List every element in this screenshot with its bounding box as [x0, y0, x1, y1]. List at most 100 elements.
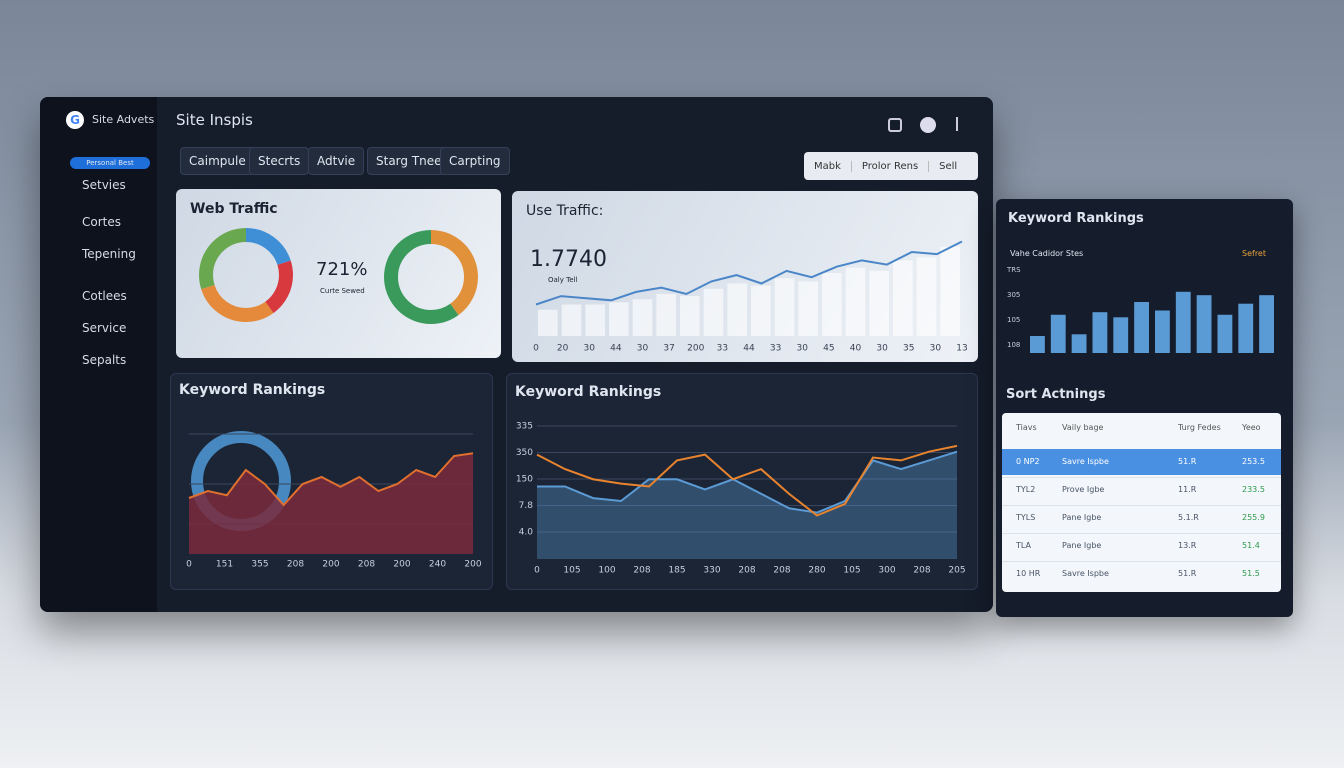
x-tick-label: 280 — [808, 566, 825, 576]
x-tick-label: 200 — [687, 344, 704, 354]
bar-chart: TRS 305 105 108 — [1006, 266, 1274, 353]
tab[interactable]: Stecrts — [249, 147, 310, 175]
table-cell: TYL2 — [1016, 485, 1036, 494]
bell-icon[interactable] — [888, 118, 902, 132]
x-tick-label: 0 — [533, 344, 539, 354]
column-header: Tiavs — [1016, 423, 1037, 432]
bar — [1238, 303, 1254, 353]
traffic-chart: 0 20 30 44 30 37 200 33 44 33 30 45 40 30 35 30 13 — [533, 240, 968, 354]
table-cell: 13.R — [1178, 541, 1197, 550]
column-header: Yeeo — [1242, 423, 1261, 432]
bar — [845, 267, 866, 336]
nav-item[interactable]: Tepening — [82, 247, 136, 261]
area-line — [188, 452, 474, 507]
table-row[interactable] — [1002, 561, 1281, 587]
bar — [609, 302, 629, 336]
bar — [1196, 295, 1212, 353]
toolbar: Mabk Prolor Rens Sell — [804, 152, 978, 180]
nav-item[interactable]: Setvies — [82, 178, 126, 192]
tab[interactable]: Carpting — [440, 147, 510, 175]
side-panel: Keyword Rankings Vahe Cadidor Stes Sefre… — [996, 199, 1293, 617]
bar — [774, 278, 795, 336]
table-cell: 253.5 — [1242, 457, 1265, 466]
keyword-mid-card: Keyword Rankings 335 350 150 7.8 4.0 0 105 100 2… — [506, 373, 978, 590]
profile-icon[interactable] — [920, 117, 936, 133]
page-title: Site Inspis — [176, 111, 253, 129]
bar — [893, 260, 913, 336]
table-cell: 233.5 — [1242, 485, 1265, 494]
table-cell: Prove Igbe — [1062, 485, 1105, 494]
x-tick-label: 33 — [717, 344, 728, 354]
x-tick-label: 200 — [322, 560, 339, 570]
table-cell: 51.5 — [1242, 569, 1260, 578]
x-tick-label: 33 — [770, 344, 781, 354]
table-row[interactable] — [1002, 533, 1281, 559]
column-header: Turg Fedes — [1178, 423, 1221, 432]
toolbar-button[interactable]: Prolor Rens — [852, 160, 930, 172]
card-title: Sort Actnings — [1006, 387, 1106, 402]
brand[interactable]: Site Advets — [92, 113, 155, 126]
table-row[interactable] — [1002, 477, 1281, 503]
x-tick-label: 35 — [903, 344, 914, 354]
bar — [1134, 302, 1149, 353]
x-tick-label: 208 — [913, 566, 930, 576]
toolbar-button[interactable]: Sell — [939, 160, 958, 172]
x-tick-label: 205 — [948, 566, 965, 576]
ranking-chart: 0 151 355 208 200 208 200 240 200 — [186, 431, 482, 570]
tab[interactable]: Caimpule — [180, 147, 255, 175]
x-tick-label: 30 — [876, 344, 888, 354]
x-tick-label: 200 — [464, 560, 481, 570]
y-tick-label: TRS — [1006, 266, 1021, 274]
tab[interactable]: Starg Tnee — [367, 147, 451, 175]
nav-item[interactable]: Sepalts — [82, 353, 127, 367]
table-cell: 51.R — [1178, 457, 1197, 466]
table-cell: Savre Ispbe — [1062, 569, 1109, 578]
bar — [1071, 334, 1087, 353]
bar — [1030, 336, 1045, 353]
bar — [1259, 295, 1274, 353]
bar — [822, 273, 842, 336]
bar — [1050, 314, 1066, 353]
x-tick-label: 208 — [633, 566, 650, 576]
x-tick-label: 208 — [358, 560, 375, 570]
bar — [1113, 317, 1129, 353]
bar — [940, 246, 960, 336]
y-tick-label: 305 — [1007, 291, 1020, 299]
x-tick-label: 105 — [843, 566, 860, 576]
trend-line — [535, 240, 963, 306]
share-icon[interactable] — [956, 117, 968, 131]
x-tick-label: 0 — [534, 566, 540, 576]
toolbar-button[interactable]: Mabk — [804, 160, 852, 172]
legend: Curte Sewed — [320, 287, 365, 295]
bar — [798, 281, 818, 336]
tab[interactable]: Adtvie — [308, 147, 365, 175]
table-cell: Savre Ispbe — [1062, 457, 1109, 466]
series-line — [537, 450, 958, 514]
table-cell: TYLS — [1016, 513, 1036, 522]
x-tick-label: 40 — [850, 344, 862, 354]
nav-item[interactable]: Service — [82, 321, 127, 335]
table-row[interactable] — [1002, 449, 1281, 475]
legend: Oaly Tell — [548, 276, 578, 284]
donut-segment — [199, 228, 293, 322]
card-title: Web Traffic — [190, 201, 278, 217]
table-row[interactable] — [1002, 505, 1281, 531]
table-cell: 0 NP2 — [1016, 457, 1040, 466]
x-tick-label: 208 — [773, 566, 790, 576]
y-tick-label: 150 — [516, 475, 533, 485]
nav-item[interactable]: Cortes — [82, 215, 121, 229]
x-tick-label: 30 — [637, 344, 649, 354]
x-tick-label: 300 — [878, 566, 895, 576]
nav-item[interactable]: Cotlees — [82, 289, 127, 303]
keyword-left-card: Keyword Rankings 0 151 355 208 200 208 200 240 2… — [170, 373, 493, 590]
x-tick-label: 208 — [738, 566, 755, 576]
web-traffic-card: Web Traffic 721% Curte Sewed — [176, 189, 501, 358]
series-line — [536, 444, 958, 517]
table-cell: 11.R — [1178, 485, 1197, 494]
x-tick-label: 20 — [557, 344, 569, 354]
card-title: Keyword Rankings — [515, 384, 662, 400]
donut-segment — [384, 230, 478, 324]
use-traffic-card: Use Traffic: 1.7740 Oaly Tell 0 20 30 44 30 3… — [512, 191, 978, 362]
logo: G — [66, 111, 84, 129]
